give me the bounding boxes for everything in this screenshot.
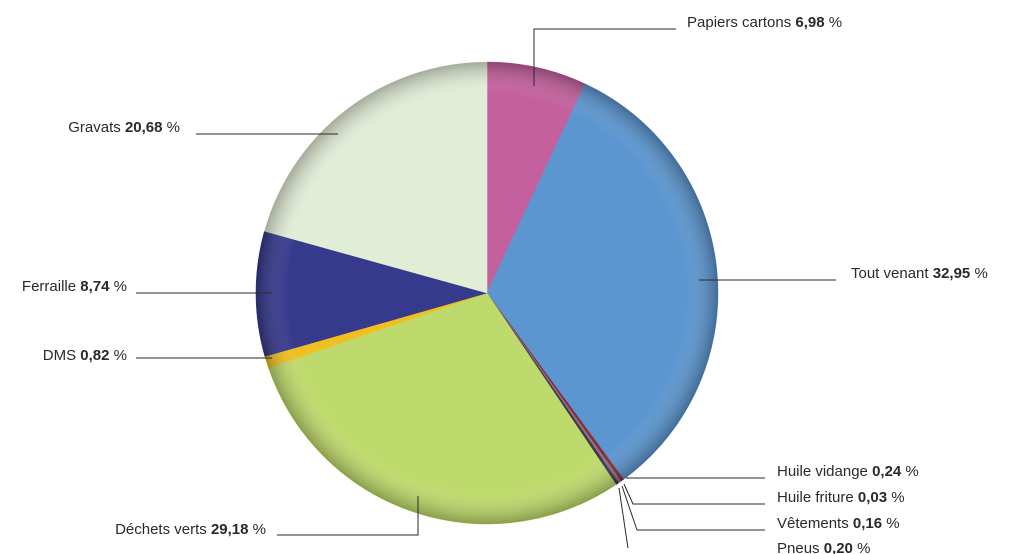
slice-label-value: 32,95 (933, 265, 971, 282)
leader-line-huile-friture (623, 483, 765, 505)
slice-label-value: 0,03 (858, 489, 887, 506)
slice-label-unit: % (970, 265, 988, 282)
slice-label-unit: % (853, 540, 871, 554)
slice-label-value: 6,98 (795, 14, 824, 31)
slice-label-value: 29,18 (211, 521, 249, 538)
slice-label-name: Huile vidange (777, 463, 872, 480)
slice-label-pneus: Pneus 0,20 % (777, 540, 870, 554)
leader-lines (136, 28, 836, 549)
slice-label-value: 8,74 (80, 278, 110, 295)
slice-label-unit: % (882, 515, 900, 532)
leader-line-papiers-cartons (533, 28, 676, 86)
slice-label-ferraille: Ferraille 8,74 % (22, 278, 127, 295)
slice-label-name: Ferraille (22, 278, 80, 295)
slice-label-name: Pneus (777, 540, 824, 554)
slice-label-value: 0,16 (853, 515, 882, 532)
slice-label-unit: % (887, 489, 905, 506)
slice-label-unit: % (109, 347, 127, 364)
leader-line-vetements (621, 485, 765, 531)
slice-label-name: Huile friture (777, 489, 858, 506)
slice-label-unit: % (825, 14, 843, 31)
slice-label-value: 0,24 (872, 463, 902, 480)
slice-label-unit: % (901, 463, 919, 480)
slice-label-name: Gravats (68, 119, 125, 136)
slice-label-unit: % (109, 278, 127, 295)
slice-label-value: 0,82 (80, 347, 109, 364)
pie-slices (255, 61, 719, 525)
leader-line-pneus (618, 487, 629, 549)
slice-label-name: Déchets verts (115, 521, 211, 538)
slice-label-vetements: Vêtements 0,16 % (777, 515, 900, 532)
slice-label-value: 20,68 (125, 119, 163, 136)
slice-label-tout-venant: Tout venant 32,95 % (851, 265, 988, 282)
slice-label-huile-friture: Huile friture 0,03 % (777, 489, 905, 506)
slice-label-name: Vêtements (777, 515, 853, 532)
slice-labels: Papiers cartons 6,98 %Tout venant 32,95 … (22, 14, 988, 554)
slice-label-name: Tout venant (851, 265, 933, 282)
slice-label-gravats: Gravats 20,68 % (68, 119, 180, 136)
slice-label-value: 0,20 (824, 540, 853, 554)
slice-label-unit: % (248, 521, 266, 538)
slice-label-huile-vidange: Huile vidange 0,24 % (777, 463, 919, 480)
slice-label-papiers-cartons: Papiers cartons 6,98 % (687, 14, 842, 31)
slice-label-unit: % (162, 119, 180, 136)
slice-label-dechets-verts: Déchets verts 29,18 % (115, 521, 266, 538)
slice-label-dms: DMS 0,82 % (43, 347, 127, 364)
slice-label-name: Papiers cartons (687, 14, 795, 31)
slice-label-name: DMS (43, 347, 81, 364)
leader-line-dechets-verts (277, 496, 419, 536)
